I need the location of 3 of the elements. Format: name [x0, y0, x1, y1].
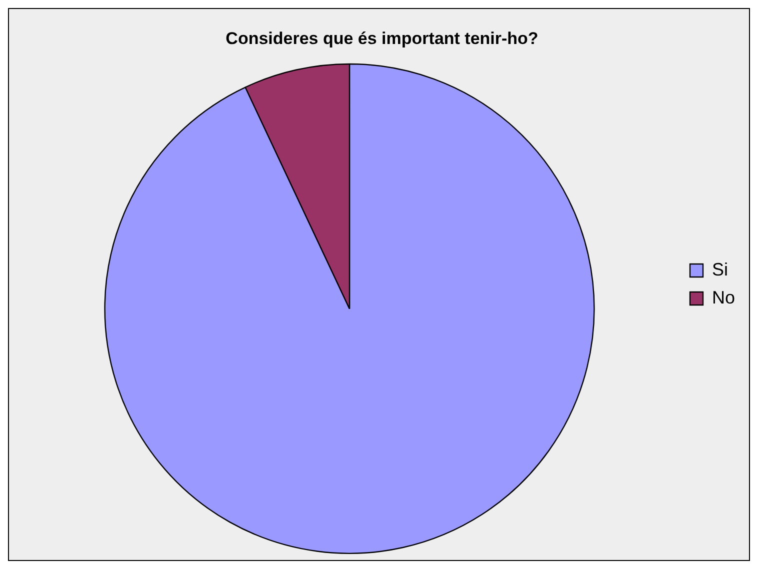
legend-label: Si — [712, 259, 728, 280]
legend-label: No — [712, 287, 736, 308]
chart-title: Consideres que és important tenir-ho? — [226, 28, 538, 48]
